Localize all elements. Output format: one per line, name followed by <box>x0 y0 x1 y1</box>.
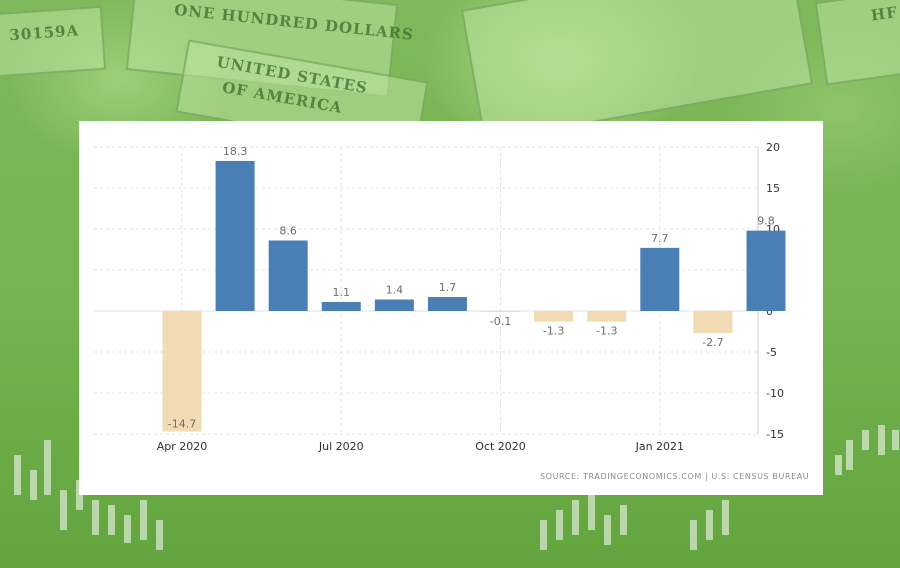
bar <box>215 160 255 311</box>
x-tick-label: Jul 2020 <box>318 440 364 453</box>
candle-decoration <box>140 500 147 540</box>
candle-decoration <box>588 490 595 530</box>
bar <box>321 301 361 311</box>
bar <box>587 311 627 322</box>
data-label: 1.1 <box>333 286 351 299</box>
candle-decoration <box>862 430 869 450</box>
candle-decoration <box>892 430 899 450</box>
candle-decoration <box>604 515 611 545</box>
candle-decoration <box>722 500 729 535</box>
y-tick-label: 15 <box>766 182 780 195</box>
candle-decoration <box>60 490 67 530</box>
candle-decoration <box>878 425 885 455</box>
data-label: -1.3 <box>543 325 564 338</box>
data-label: 9.8 <box>757 215 775 228</box>
y-tick-label: -5 <box>766 346 777 359</box>
x-tick-label: Jan 2021 <box>635 440 684 453</box>
x-tick-label: Oct 2020 <box>475 440 526 453</box>
bar <box>534 311 574 322</box>
candle-decoration <box>706 510 713 540</box>
candle-decoration <box>108 505 115 535</box>
candle-decoration <box>620 505 627 535</box>
candle-decoration <box>92 500 99 535</box>
y-tick-label: 20 <box>766 141 780 154</box>
y-tick-label: -10 <box>766 387 784 400</box>
bar <box>268 240 308 311</box>
data-label: 1.4 <box>386 284 404 297</box>
data-label: 18.3 <box>223 145 248 158</box>
data-label: -2.7 <box>702 336 723 349</box>
bar <box>640 247 680 311</box>
candle-decoration <box>572 500 579 535</box>
candle-decoration <box>556 510 563 540</box>
candle-decoration <box>690 520 697 550</box>
y-tick-label: 0 <box>766 305 773 318</box>
data-label: 1.7 <box>439 281 457 294</box>
data-label: -0.1 <box>490 315 511 328</box>
y-tick-label: -15 <box>766 428 784 441</box>
data-label: -1.3 <box>596 325 617 338</box>
candle-decoration <box>44 440 51 495</box>
data-label: 8.6 <box>279 224 297 237</box>
candle-decoration <box>156 520 163 550</box>
candle-decoration <box>14 455 21 495</box>
bar <box>746 230 786 311</box>
bar <box>162 311 202 432</box>
candle-decoration <box>30 470 37 500</box>
x-tick-label: Apr 2020 <box>157 440 208 453</box>
bar <box>693 311 733 334</box>
bar <box>374 299 414 311</box>
data-label: 7.7 <box>651 232 669 245</box>
bar <box>427 297 467 311</box>
candle-decoration <box>846 440 853 470</box>
bar <box>481 311 521 312</box>
candle-decoration <box>835 455 842 475</box>
source-note: SOURCE: TRADINGECONOMICS.COM | U.S. CENS… <box>540 472 810 481</box>
candle-decoration <box>124 515 131 543</box>
candle-decoration <box>540 520 547 550</box>
candle-decoration <box>76 480 83 510</box>
data-label: -14.7 <box>168 418 196 431</box>
